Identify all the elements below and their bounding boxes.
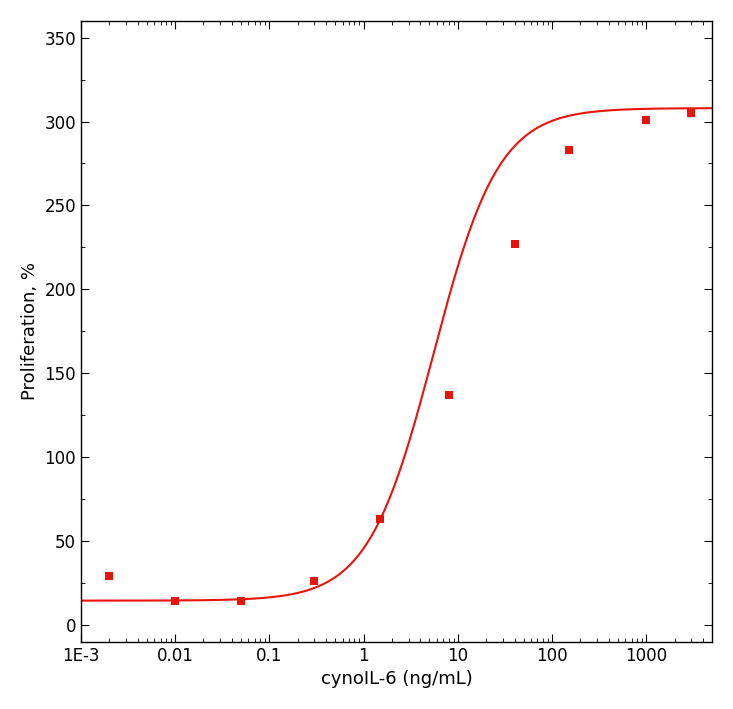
X-axis label: cynoIL-6 (ng/mL): cynoIL-6 (ng/mL) xyxy=(320,670,472,688)
Y-axis label: Proliferation, %: Proliferation, % xyxy=(21,262,39,401)
